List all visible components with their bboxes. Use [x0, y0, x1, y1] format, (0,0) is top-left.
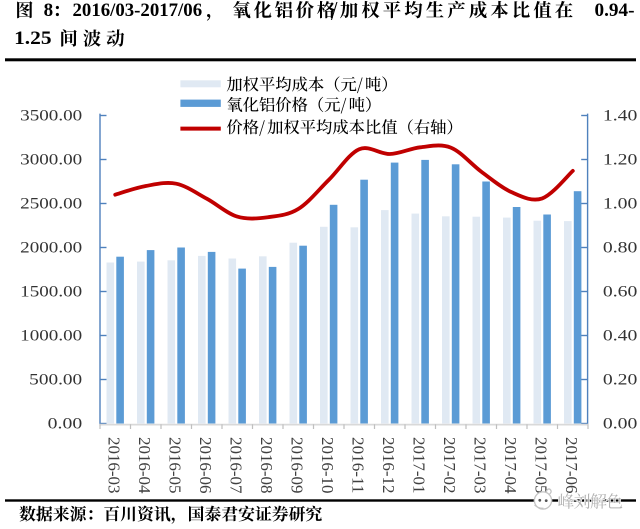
svg-text:1.00: 1.00	[603, 196, 638, 213]
svg-text:2017-03: 2017-03	[470, 437, 489, 494]
svg-text:2016-03: 2016-03	[104, 437, 123, 494]
svg-text:2016-08: 2016-08	[257, 437, 276, 494]
svg-text:2500.00: 2500.00	[20, 196, 82, 213]
svg-text:2016/03-2017/06: 2016/03-2017/06	[73, 0, 203, 21]
svg-text:0.60: 0.60	[603, 284, 638, 301]
svg-text:1500.00: 1500.00	[20, 284, 82, 301]
svg-text:2016-05: 2016-05	[165, 437, 184, 494]
svg-text:1.40: 1.40	[603, 108, 638, 125]
svg-text:2016-12: 2016-12	[379, 437, 398, 494]
svg-text:3500.00: 3500.00	[20, 108, 82, 125]
svg-text:0.00: 0.00	[48, 416, 83, 433]
svg-text:2017-02: 2017-02	[440, 437, 459, 494]
svg-text:2016-07: 2016-07	[226, 437, 245, 494]
svg-text:2017-06: 2017-06	[562, 437, 581, 494]
svg-text:0.40: 0.40	[603, 328, 638, 345]
svg-text:2016-10: 2016-10	[318, 437, 337, 494]
svg-text:2016-09: 2016-09	[287, 437, 306, 494]
svg-text:2017-04: 2017-04	[501, 437, 520, 494]
svg-text:0.80: 0.80	[603, 240, 638, 257]
svg-text:2016-04: 2016-04	[135, 437, 154, 494]
svg-text:1.20: 1.20	[603, 152, 638, 169]
svg-text:2017-05: 2017-05	[531, 437, 550, 494]
svg-text:2017-01: 2017-01	[409, 437, 428, 494]
svg-text:2016-11: 2016-11	[348, 437, 367, 494]
svg-text:1000.00: 1000.00	[20, 328, 82, 345]
svg-text:3000.00: 3000.00	[20, 152, 82, 169]
svg-text:0.20: 0.20	[603, 372, 638, 389]
svg-text:0.00: 0.00	[603, 416, 638, 433]
svg-text:2000.00: 2000.00	[20, 240, 82, 257]
svg-text:0.94-: 0.94-	[595, 0, 635, 21]
svg-text:500.00: 500.00	[29, 372, 82, 389]
svg-text:1.25: 1.25	[14, 28, 52, 49]
svg-text:8: 8	[44, 0, 54, 21]
svg-text:2016-06: 2016-06	[196, 437, 215, 494]
